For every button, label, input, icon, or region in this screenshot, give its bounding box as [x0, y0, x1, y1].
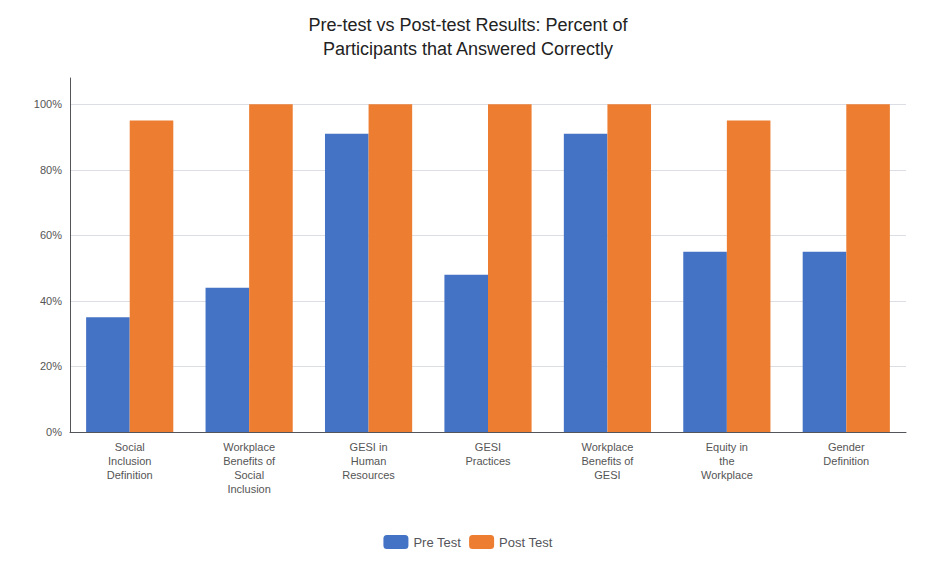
svg-text:Pre-test vs Post-test Results:: Pre-test vs Post-test Results: Percent o… — [308, 15, 628, 35]
svg-text:Resources: Resources — [342, 469, 395, 481]
svg-text:Equity in: Equity in — [706, 441, 748, 453]
svg-text:20%: 20% — [40, 360, 62, 372]
svg-text:Practices: Practices — [465, 455, 511, 467]
svg-text:100%: 100% — [34, 98, 62, 110]
svg-text:40%: 40% — [40, 295, 62, 307]
svg-text:Workplace: Workplace — [223, 441, 275, 453]
svg-text:Inclusion: Inclusion — [227, 483, 270, 495]
svg-text:Human: Human — [351, 455, 386, 467]
svg-text:Definition: Definition — [823, 455, 869, 467]
svg-text:80%: 80% — [40, 164, 62, 176]
svg-text:GESI in: GESI in — [350, 441, 388, 453]
svg-text:Workplace: Workplace — [582, 441, 634, 453]
svg-text:GESI: GESI — [594, 469, 620, 481]
svg-text:0%: 0% — [46, 426, 62, 438]
svg-text:Benefits of: Benefits of — [581, 455, 634, 467]
svg-text:GESI: GESI — [475, 441, 501, 453]
svg-text:Gender: Gender — [828, 441, 865, 453]
svg-text:60%: 60% — [40, 229, 62, 241]
svg-text:Post Test: Post Test — [499, 535, 553, 550]
svg-text:the: the — [719, 455, 734, 467]
svg-text:Workplace: Workplace — [701, 469, 753, 481]
svg-text:Definition: Definition — [107, 469, 153, 481]
svg-text:Social: Social — [234, 469, 264, 481]
svg-text:Social: Social — [115, 441, 145, 453]
svg-text:Participants that Answered Cor: Participants that Answered Correctly — [323, 39, 613, 59]
svg-text:Benefits of: Benefits of — [223, 455, 276, 467]
svg-text:Inclusion: Inclusion — [108, 455, 151, 467]
svg-text:Pre Test: Pre Test — [413, 535, 461, 550]
